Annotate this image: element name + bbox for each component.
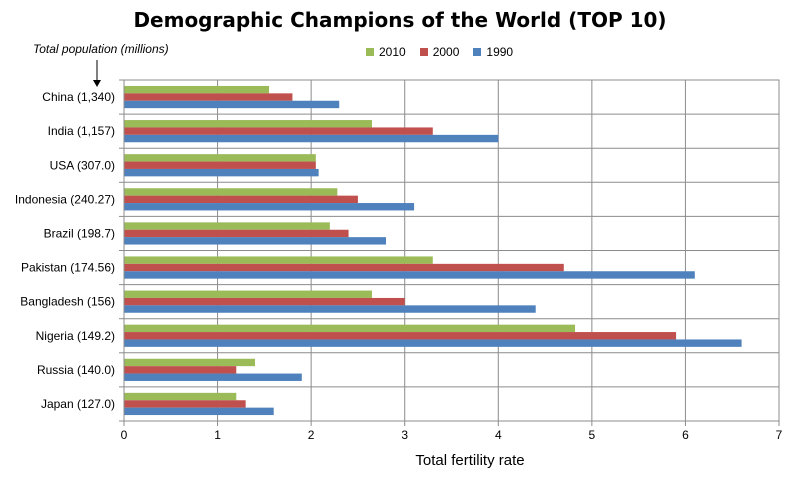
bar-2010: [124, 85, 270, 94]
x-tick-label: 2: [308, 428, 315, 442]
bar-1990: [124, 305, 536, 313]
legend: 2010 2000 1990: [366, 45, 513, 59]
bar-2000: [124, 263, 564, 272]
category-label: USA (307.0): [50, 158, 115, 172]
legend-swatch-2010: [366, 48, 374, 56]
bar-1990: [124, 100, 340, 109]
bar-1990: [124, 373, 302, 381]
bar-2010: [124, 256, 433, 264]
legend-swatch-1990: [473, 48, 482, 56]
category-label: Pakistan (174.56): [21, 261, 115, 275]
annotation-arrowhead: [93, 80, 101, 87]
bar-1990: [124, 203, 415, 211]
bar-1990: [124, 168, 319, 177]
bar-2010: [124, 392, 237, 401]
category-label: India (1,157): [48, 124, 115, 138]
x-tick-label: 4: [495, 428, 502, 442]
bar-1990: [124, 407, 274, 416]
category-label: Bangladesh (156): [20, 295, 115, 309]
bar-2010: [124, 358, 255, 367]
category-label: Nigeria (149.2): [36, 329, 115, 343]
bar-2010: [124, 324, 576, 333]
legend-label-1990: 1990: [486, 45, 514, 59]
category-label: Russia (140.0): [37, 363, 115, 377]
x-tick-label: 0: [121, 428, 128, 442]
x-tick-label: 5: [589, 428, 596, 442]
legend-swatch-2000: [419, 48, 428, 56]
category-label: Brazil (198.7): [44, 226, 115, 240]
bar-2000: [124, 229, 349, 238]
category-label: Indonesia (240.27): [15, 192, 115, 206]
bar-2010: [124, 154, 316, 162]
labels-layer: 0 1 2 3 4 5 6 7 China (1,340) India (1,157) USA (3…: [15, 80, 783, 442]
bar-2000: [124, 93, 293, 101]
bar-1990: [124, 237, 386, 245]
bar-1990: [124, 339, 742, 347]
bars-layer: [124, 85, 742, 416]
category-label: China (1,340): [42, 90, 115, 104]
bar-2000: [124, 366, 237, 374]
category-label: Japan (127.0): [41, 397, 115, 411]
legend-item-1990: 1990: [473, 45, 513, 59]
bar-2000: [124, 297, 405, 306]
x-tick-label: 1: [214, 428, 221, 442]
chart-title: Demographic Champions of the World (TOP …: [133, 8, 667, 32]
x-tick-label: 7: [776, 428, 783, 442]
bar-2000: [124, 332, 677, 340]
bar-2000: [124, 195, 358, 204]
legend-item-2000: 2000: [419, 45, 460, 59]
bar-2010: [124, 222, 330, 230]
bar-2010: [124, 290, 372, 298]
x-tick-label: 3: [401, 428, 408, 442]
bar-2010: [124, 120, 372, 128]
legend-item-2010: 2010: [366, 45, 406, 59]
x-tick-label: 6: [682, 428, 689, 442]
bar-1990: [124, 271, 695, 279]
legend-label-2010: 2010: [379, 45, 406, 59]
x-axis-label: Total fertility rate: [415, 452, 525, 469]
bar-2010: [124, 188, 338, 196]
bar-2000: [124, 161, 316, 169]
legend-label-2000: 2000: [432, 45, 460, 59]
bar-2000: [124, 400, 246, 408]
bar-1990: [124, 134, 499, 143]
bar-2000: [124, 127, 433, 135]
population-annotation: Total population (millions): [33, 42, 169, 56]
